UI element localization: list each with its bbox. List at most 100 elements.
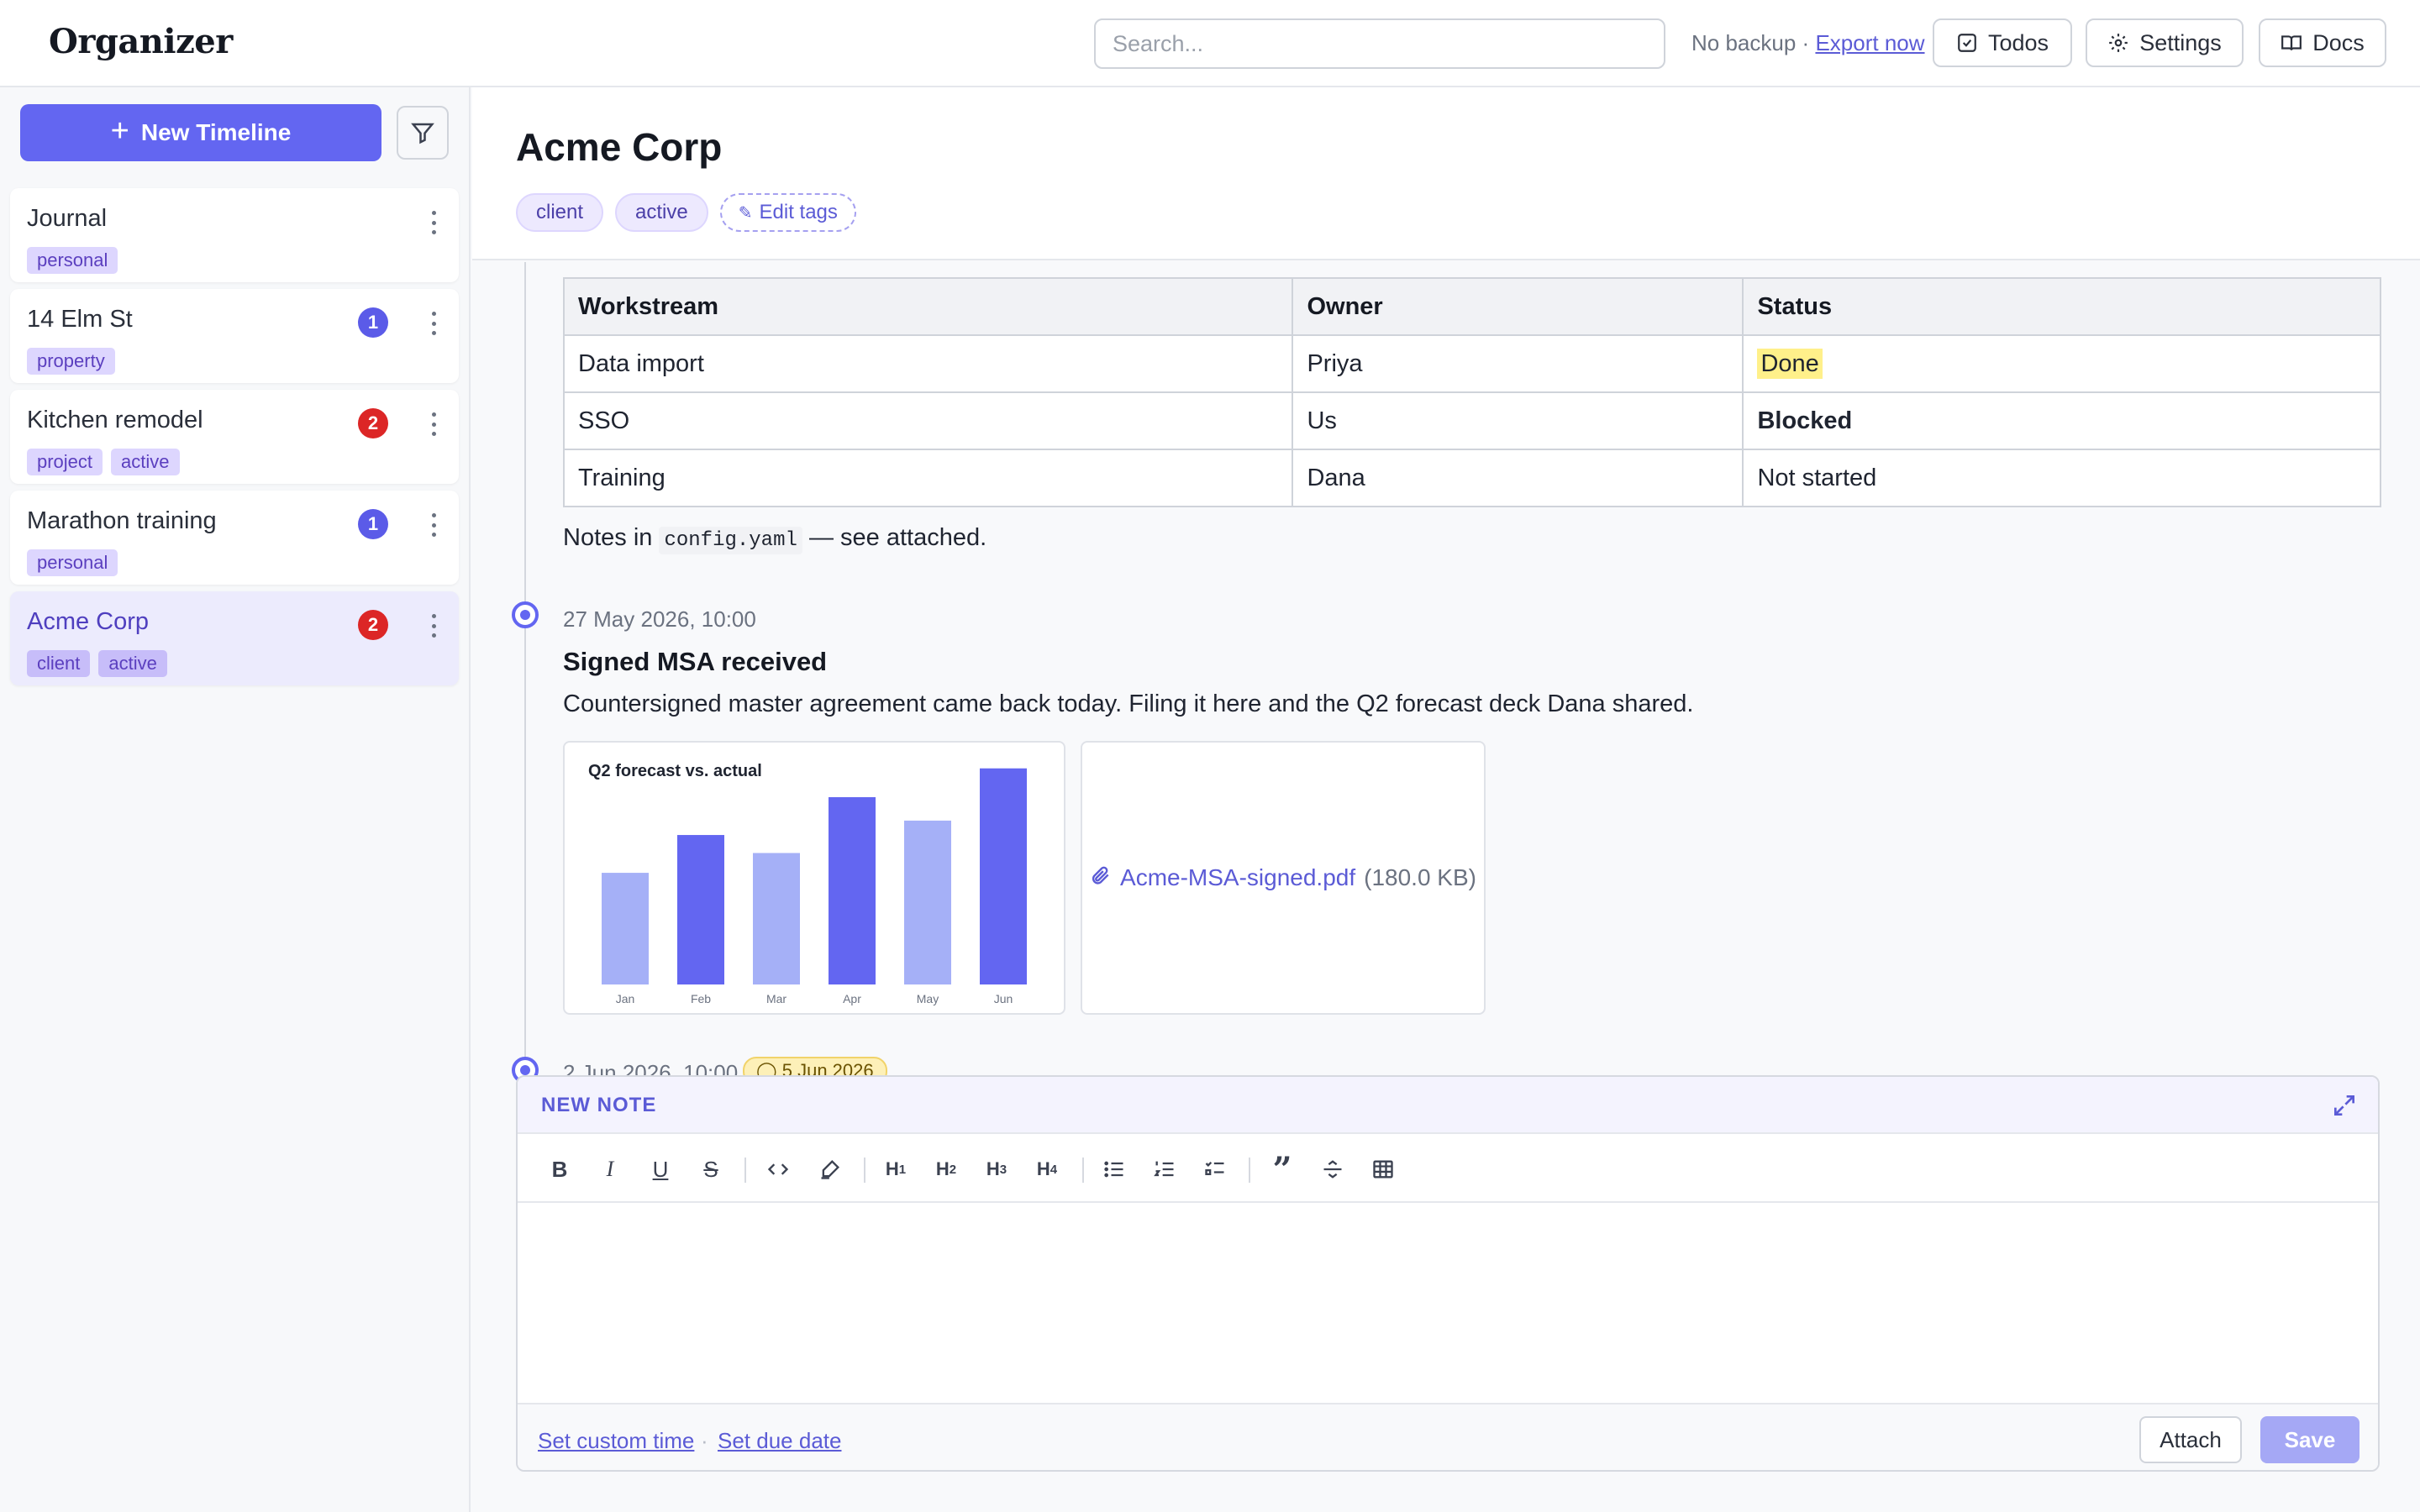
table-cell: Data import [562,334,1294,393]
table-header: Workstream [562,277,1294,336]
note-text-area[interactable] [518,1203,2378,1403]
edit-tags-button[interactable]: ✎ Edit tags [719,193,856,232]
editor-header: NEW NOTE [518,1077,2378,1134]
file-attachment-card[interactable]: Acme-MSA-signed.pdf (180.0 KB) [1081,741,1486,1015]
toolbar-divider [1082,1158,1084,1183]
count-badge: 1 [358,307,388,338]
backup-separator: · [1802,30,1810,55]
table-header: Status [1742,277,2381,336]
save-button[interactable]: Save [2260,1416,2360,1463]
search-input[interactable] [1094,18,1665,69]
more-options-icon[interactable] [424,309,444,338]
code-icon[interactable] [760,1151,797,1188]
tag: property [27,348,115,375]
timeline-item-journal[interactable]: Journal personal [10,188,459,282]
strikethrough-icon[interactable]: S [703,1156,718,1182]
timeline-item-kitchen-remodel[interactable]: Kitchen remodel project active 2 [10,390,459,484]
timeline-item-title: Acme Corp [27,608,150,635]
settings-button-label: Settings [2139,29,2222,55]
table-icon[interactable] [1365,1151,1402,1188]
timeline-item-tags: project active [27,449,180,475]
chart-bar-mar [753,853,800,984]
table-cell: Priya [1292,334,1744,393]
timeline-dot [512,601,539,628]
chart-tick-label: Mar [766,992,786,1005]
more-options-icon[interactable] [424,208,444,237]
timeline-item-tags: client active [27,650,167,677]
toolbar-divider [744,1158,746,1183]
chart-image-card[interactable]: Q2 forecast vs. actual Jan Feb Mar Apr May Ju… [563,741,1065,1015]
app-logo: Organizer [49,22,233,61]
workstream-table: Workstream Owner Status Data import Priy… [562,277,2381,507]
timeline-item-tags: personal [27,247,118,274]
filter-button[interactable] [397,106,449,160]
checkbox-icon [1958,34,1976,52]
inline-code: config.yaml [659,527,802,554]
chart-bar-feb [677,835,724,984]
horizontal-rule-icon[interactable] [1314,1151,1351,1188]
timeline-item-marathon-training[interactable]: Marathon training personal 1 [10,491,459,585]
chart-tick-label: Apr [843,992,861,1005]
table-cell: Done [1742,334,2381,393]
highlighted-status: Done [1757,348,1823,379]
timeline-item-14-elm-st[interactable]: 14 Elm St property 1 [10,289,459,383]
bar-chart: Q2 forecast vs. actual Jan Feb Mar Apr May Ju… [588,762,1027,1005]
timeline-item-title: Journal [27,205,108,232]
entry-title: Signed MSA received [563,647,828,676]
table-header: Owner [1292,277,1744,336]
attachment-link[interactable]: Acme-MSA-signed.pdf [1120,864,1356,890]
tag: personal [27,247,118,274]
more-options-icon[interactable] [424,511,444,539]
entry-body: Countersigned master agreement came back… [563,690,1694,717]
settings-button[interactable]: Settings [2086,18,2244,67]
entry-date: 27 May 2026, 10:00 [563,606,756,632]
checklist-icon[interactable] [1197,1151,1234,1188]
tag-pill[interactable]: client [516,193,604,232]
timeline-item-title: Marathon training [27,507,217,534]
expand-icon[interactable] [2331,1092,2358,1119]
export-now-link[interactable]: Export now [1815,30,1925,55]
table-cell: Training [562,449,1294,507]
bold-status: Blocked [1757,407,1853,434]
new-timeline-button[interactable]: + New Timeline [20,104,381,161]
attach-button[interactable]: Attach [2139,1416,2242,1463]
table-cell: Blocked [1742,391,2381,450]
table-row: Training Dana Not started [562,449,2381,507]
numbered-list-icon[interactable] [1146,1151,1183,1188]
tag: active [111,449,180,475]
tag-pill[interactable]: active [615,193,708,232]
pencil-icon: ✎ [738,203,753,223]
set-due-date-link[interactable]: Set due date [718,1428,842,1453]
timeline-item-acme-corp[interactable]: Acme Corp client active 2 [10,591,459,685]
more-options-icon[interactable] [424,410,444,438]
highlighter-icon[interactable] [812,1151,849,1188]
paperclip-icon [1090,864,1112,892]
bold-icon[interactable]: B [551,1156,568,1182]
footer-separator: · [701,1428,708,1453]
docs-button[interactable]: Docs [2259,18,2386,67]
filter-icon [411,123,434,144]
underline-icon[interactable]: U [652,1156,669,1182]
top-bar: Organizer No backup · Export now Todos S… [0,0,2420,87]
count-badge: 1 [358,509,388,539]
chart-tick-label: Jun [994,992,1013,1005]
chart-bar-jun [980,768,1027,984]
more-options-icon[interactable] [424,612,444,640]
chart-tick-label: Jan [616,992,635,1005]
bullet-list-icon[interactable] [1096,1151,1133,1188]
todos-button[interactable]: Todos [1933,18,2072,67]
edit-tags-label: Edit tags [759,201,838,223]
italic-icon[interactable]: I [606,1157,614,1181]
chart-bar-apr [829,797,876,984]
tag: client [27,650,91,677]
timeline-item-title: 14 Elm St [27,306,133,333]
tag: project [27,449,103,475]
timeline-item-tags: personal [27,549,118,576]
quote-icon[interactable]: ” [1272,1149,1292,1189]
set-custom-time-link[interactable]: Set custom time [538,1428,695,1453]
count-badge: 2 [358,610,388,640]
